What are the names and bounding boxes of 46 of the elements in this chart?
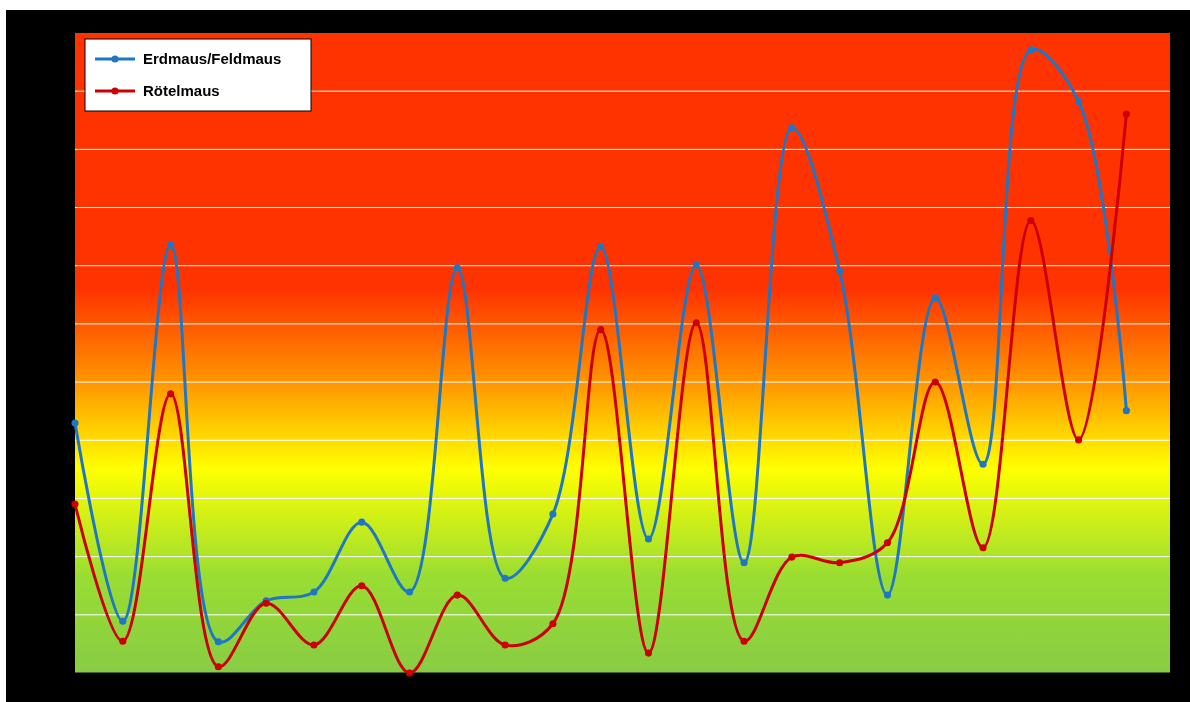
point	[692, 261, 700, 269]
point	[214, 638, 222, 646]
point	[501, 641, 509, 649]
point	[979, 460, 987, 468]
point	[740, 559, 748, 567]
point	[167, 241, 175, 249]
point	[1075, 436, 1083, 444]
point	[405, 588, 414, 596]
point	[358, 518, 366, 526]
point	[883, 539, 892, 547]
point	[931, 294, 939, 302]
point	[501, 574, 509, 582]
point	[740, 637, 748, 645]
point	[1122, 407, 1130, 415]
point	[214, 663, 222, 671]
legend-label: Erdmaus/Feldmaus	[143, 50, 282, 67]
point	[644, 535, 653, 543]
point	[644, 649, 653, 657]
point	[119, 637, 127, 645]
point	[358, 582, 366, 590]
point	[405, 669, 414, 677]
point	[167, 390, 175, 398]
point	[692, 319, 700, 327]
point	[788, 124, 796, 132]
point	[883, 591, 892, 599]
point	[1027, 217, 1035, 225]
point	[788, 553, 796, 561]
point	[931, 378, 939, 386]
point	[549, 510, 557, 518]
point	[597, 243, 605, 251]
point	[453, 264, 461, 272]
point	[71, 419, 79, 427]
point	[453, 591, 461, 599]
point	[310, 588, 318, 596]
point	[119, 617, 127, 625]
point	[979, 544, 987, 552]
point	[836, 267, 844, 275]
point	[549, 620, 557, 628]
point	[1027, 46, 1035, 54]
legend-label: Rötelmaus	[143, 82, 220, 99]
point	[1075, 97, 1083, 106]
point	[71, 500, 79, 508]
point	[597, 326, 605, 334]
point	[836, 559, 844, 567]
point	[1122, 110, 1130, 118]
point	[310, 641, 318, 649]
